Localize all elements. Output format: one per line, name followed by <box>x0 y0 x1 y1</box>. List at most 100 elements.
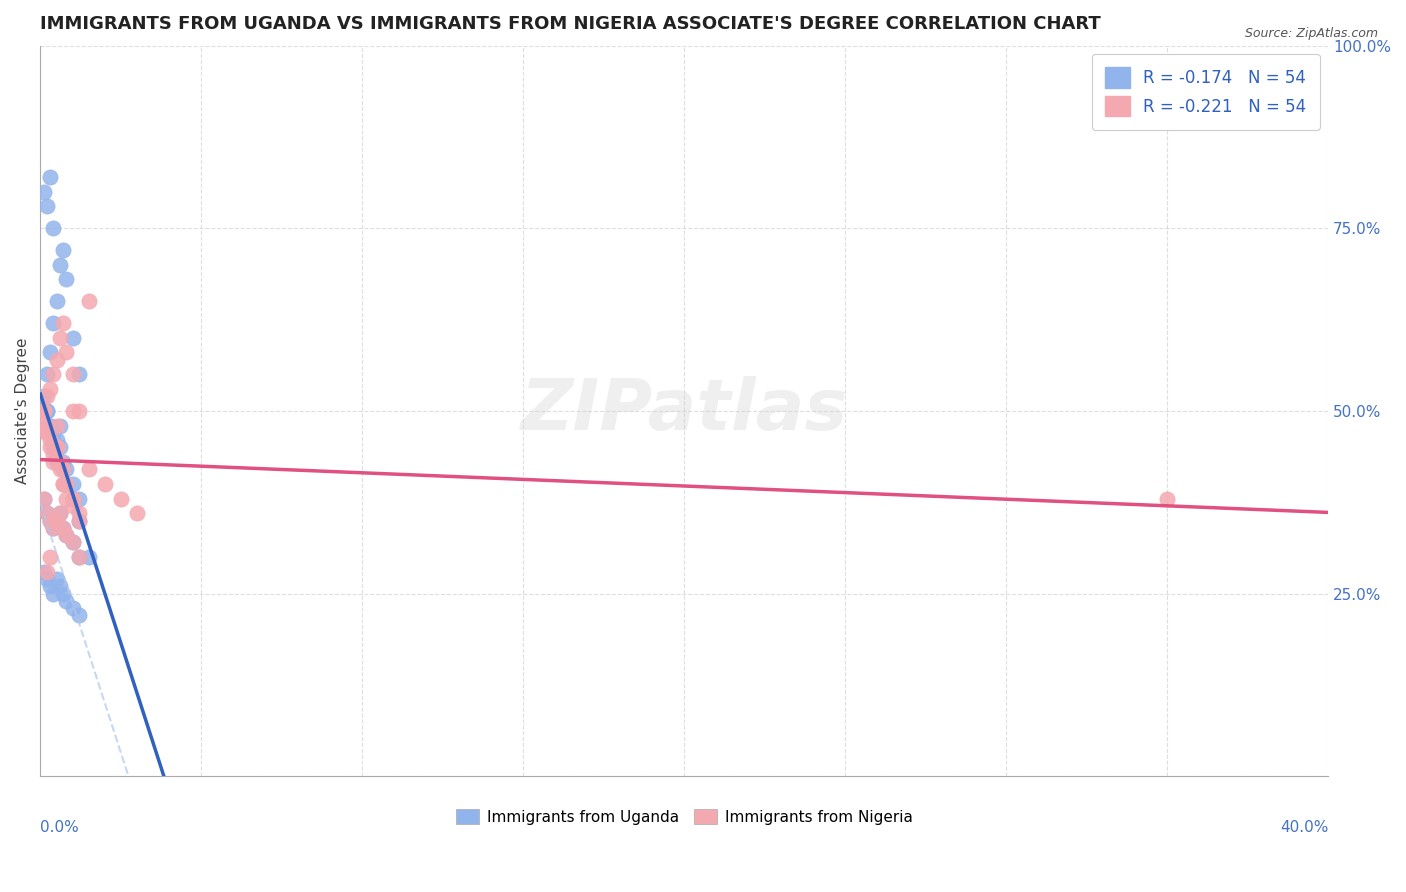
Point <box>62 491 84 506</box>
Point <box>45 352 67 367</box>
Text: 0.0%: 0.0% <box>41 820 79 835</box>
Point <box>45 441 67 455</box>
Point <box>67 491 90 506</box>
Point <box>52 521 75 535</box>
Point <box>55 528 77 542</box>
Point <box>39 579 62 593</box>
Point <box>48 579 70 593</box>
Point <box>62 477 84 491</box>
Text: ZIPatlas: ZIPatlas <box>520 376 848 445</box>
Point <box>62 368 84 382</box>
Point <box>52 316 75 330</box>
Point <box>32 565 55 579</box>
Point <box>67 368 90 382</box>
Point <box>45 572 67 586</box>
Point <box>62 331 84 345</box>
Point <box>67 514 90 528</box>
Point <box>32 404 55 418</box>
Point <box>42 521 65 535</box>
Point <box>55 462 77 476</box>
Point <box>52 477 75 491</box>
Point <box>77 462 100 476</box>
Point <box>35 425 58 440</box>
Point <box>42 448 65 462</box>
Point <box>35 506 58 520</box>
Point <box>52 477 75 491</box>
Point <box>48 418 70 433</box>
Point <box>35 389 58 403</box>
Point <box>62 601 84 615</box>
Point <box>39 441 62 455</box>
Point <box>94 477 117 491</box>
Point <box>67 549 90 564</box>
Point <box>42 368 65 382</box>
Point <box>77 294 100 309</box>
Point <box>67 514 90 528</box>
Point <box>62 535 84 549</box>
Point <box>35 418 58 433</box>
Point <box>45 455 67 469</box>
Point <box>32 389 55 403</box>
Point <box>55 594 77 608</box>
Text: IMMIGRANTS FROM UGANDA VS IMMIGRANTS FROM NIGERIA ASSOCIATE'S DEGREE CORRELATION: IMMIGRANTS FROM UGANDA VS IMMIGRANTS FRO… <box>41 15 1101 33</box>
Point <box>39 345 62 359</box>
Point <box>42 455 65 469</box>
Point <box>35 506 58 520</box>
Point <box>48 455 70 469</box>
Point <box>35 368 58 382</box>
Point <box>39 514 62 528</box>
Point <box>39 433 62 447</box>
Point <box>52 455 75 469</box>
Point <box>48 441 70 455</box>
Point <box>35 425 58 440</box>
Point <box>1156 491 1178 506</box>
Point <box>52 462 75 476</box>
Point <box>52 521 75 535</box>
Point <box>39 549 62 564</box>
Point <box>32 185 55 199</box>
Point <box>45 433 67 447</box>
Point <box>42 221 65 235</box>
Point <box>45 294 67 309</box>
Point <box>32 404 55 418</box>
Point <box>39 418 62 433</box>
Point <box>48 462 70 476</box>
Point <box>42 425 65 440</box>
Point <box>45 418 67 433</box>
Point <box>62 404 84 418</box>
Point <box>39 382 62 396</box>
Point <box>110 491 132 506</box>
Point <box>52 462 75 476</box>
Point <box>39 170 62 185</box>
Point <box>67 404 90 418</box>
Point <box>62 499 84 513</box>
Point <box>67 549 90 564</box>
Point <box>77 549 100 564</box>
Point <box>48 331 70 345</box>
Point <box>48 506 70 520</box>
Point <box>42 521 65 535</box>
Point <box>39 514 62 528</box>
Point <box>55 477 77 491</box>
Point <box>55 477 77 491</box>
Point <box>45 514 67 528</box>
Point <box>125 506 148 520</box>
Y-axis label: Associate's Degree: Associate's Degree <box>15 338 30 484</box>
Point <box>48 506 70 520</box>
Point <box>67 506 90 520</box>
Point <box>42 441 65 455</box>
Point <box>32 491 55 506</box>
Point <box>45 514 67 528</box>
Point <box>52 586 75 600</box>
Point <box>42 316 65 330</box>
Point <box>55 528 77 542</box>
Point <box>45 441 67 455</box>
Text: 40.0%: 40.0% <box>1279 820 1329 835</box>
Point <box>42 586 65 600</box>
Legend: Immigrants from Uganda, Immigrants from Nigeria: Immigrants from Uganda, Immigrants from … <box>450 803 918 830</box>
Point <box>32 418 55 433</box>
Point <box>35 565 58 579</box>
Point <box>39 418 62 433</box>
Point <box>48 258 70 272</box>
Point <box>32 404 55 418</box>
